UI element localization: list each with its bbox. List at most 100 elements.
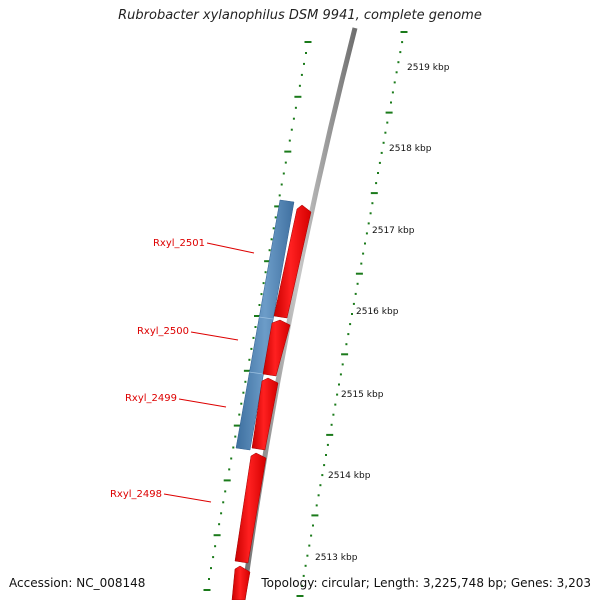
inner-tick-mark: [258, 304, 261, 306]
gene-arrow-rxyl-2498[interactable]: [234, 452, 267, 564]
scale-tick-track: [296, 31, 408, 597]
scale-tick-mark: [302, 574, 305, 577]
inner-tick-mark: [234, 435, 237, 438]
scale-tick-mark: [375, 182, 378, 185]
inner-tick-mark: [218, 523, 221, 526]
inner-tick-mark: [222, 501, 225, 504]
scale-tick-mark: [369, 212, 372, 215]
scale-tick-mark: [310, 534, 313, 537]
inner-tick-mark: [254, 315, 261, 317]
scale-tick-mark: [300, 584, 303, 587]
inner-tick-mark: [260, 293, 263, 296]
scale-label: 2514 kbp: [328, 471, 371, 481]
inner-tick-mark: [203, 589, 211, 591]
gene-arrow-rxyl-2500[interactable]: [262, 319, 291, 377]
scale-labels: 2519 kbp 2518 kbp 2517 kbp 2516 kbp 2515…: [315, 63, 450, 563]
scale-tick-mark: [351, 313, 353, 315]
inner-tick-mark: [264, 260, 272, 263]
scale-tick-mark: [395, 71, 398, 74]
inner-tick-mark: [294, 95, 302, 98]
inner-tick-mark: [248, 358, 251, 361]
inner-tick-mark: [274, 205, 282, 208]
feature-blue-block[interactable]: [235, 199, 295, 451]
scale-tick-mark: [334, 403, 337, 406]
inner-tick-mark: [254, 326, 257, 328]
inner-tick-mark: [305, 52, 307, 54]
inner-tick-mark: [233, 424, 241, 427]
inner-tick-mark: [284, 161, 287, 164]
inner-tick-mark: [303, 62, 305, 65]
map-title: Rubrobacter xylanophilus DSM 9941, compl…: [118, 8, 482, 23]
scale-tick-mark: [355, 272, 363, 275]
inner-tick-mark: [243, 369, 251, 372]
scale-tick-mark: [326, 443, 329, 446]
inner-tick-mark: [238, 413, 241, 416]
accession-text: Accession: NC_008148: [9, 576, 146, 590]
inner-tick-mark: [290, 128, 293, 131]
scale-tick-mark: [384, 131, 387, 134]
scale-tick-mark: [330, 423, 333, 426]
inner-tick-mark: [244, 380, 247, 383]
scale-tick-mark: [312, 524, 314, 527]
scale-tick-mark: [336, 393, 339, 396]
inner-tick-mark: [223, 479, 231, 482]
scale-tick-mark: [315, 504, 318, 507]
scale-tick-mark: [400, 31, 408, 33]
scale-tick-mark: [360, 262, 363, 265]
scale-tick-mark: [399, 51, 402, 54]
scale-tick-mark: [380, 151, 383, 154]
scale-tick-mark: [365, 232, 368, 235]
gene-label[interactable]: Rxyl_2499: [125, 393, 177, 404]
inner-tick-mark: [210, 567, 212, 570]
inner-tick-mark: [292, 117, 295, 120]
scale-tick-mark: [325, 454, 327, 456]
scale-label: 2519 kbp: [407, 63, 450, 73]
scale-tick-mark: [341, 363, 344, 366]
scale-tick-mark: [385, 111, 393, 114]
scale-tick-mark: [304, 564, 307, 567]
scale-tick-mark: [391, 91, 394, 94]
scale-tick-mark: [341, 353, 349, 356]
scale-tick-mark: [352, 302, 355, 305]
scale-tick-mark: [354, 292, 357, 295]
scale-tick-mark: [362, 252, 365, 255]
gene-arrow-rxyl-2501[interactable]: [273, 204, 312, 319]
inner-tick-mark: [220, 512, 223, 515]
gene-label[interactable]: Rxyl_2498: [110, 489, 162, 500]
scale-label: 2518 kbp: [389, 144, 432, 154]
gene-label[interactable]: Rxyl_2500: [137, 326, 189, 337]
gene-arrow-rxyl-2499[interactable]: [251, 377, 279, 451]
gene-label-group: Rxyl_2501 Rxyl_2500 Rxyl_2499 Rxyl_2498: [110, 238, 255, 503]
scale-label: 2516 kbp: [356, 307, 399, 317]
inner-tick-mark: [214, 545, 217, 548]
inner-tick-mark: [230, 457, 233, 460]
inner-tick-mark: [224, 490, 227, 493]
scale-tick-mark: [311, 514, 319, 517]
scale-tick-mark: [397, 61, 400, 64]
gene-label[interactable]: Rxyl_2501: [153, 238, 205, 249]
inner-tick-mark: [268, 249, 271, 252]
inner-tick-mark: [270, 238, 273, 241]
inner-tick-mark: [280, 183, 283, 186]
scale-tick-mark: [306, 554, 309, 557]
scale-label: 2513 kbp: [315, 553, 358, 563]
inner-tick-mark: [213, 534, 221, 537]
gene-arrow-partial[interactable]: [231, 565, 251, 600]
inner-tick-mark: [288, 139, 291, 142]
scale-tick-mark: [386, 121, 389, 124]
scale-tick-mark: [364, 242, 366, 245]
inner-tick-mark: [274, 216, 277, 219]
inner-tick-mark: [298, 84, 301, 87]
scale-tick-mark: [349, 323, 352, 326]
scale-tick-mark: [323, 464, 326, 467]
inner-tick-mark: [228, 468, 231, 471]
scale-tick-mark: [326, 433, 334, 436]
scale-tick-mark: [317, 494, 320, 497]
scale-tick-mark: [308, 544, 311, 547]
scale-tick-mark: [371, 202, 374, 205]
scale-tick-mark: [356, 282, 359, 285]
inner-tick-mark: [300, 73, 303, 76]
scale-tick-mark: [296, 595, 304, 597]
scale-tick-mark: [319, 484, 322, 487]
